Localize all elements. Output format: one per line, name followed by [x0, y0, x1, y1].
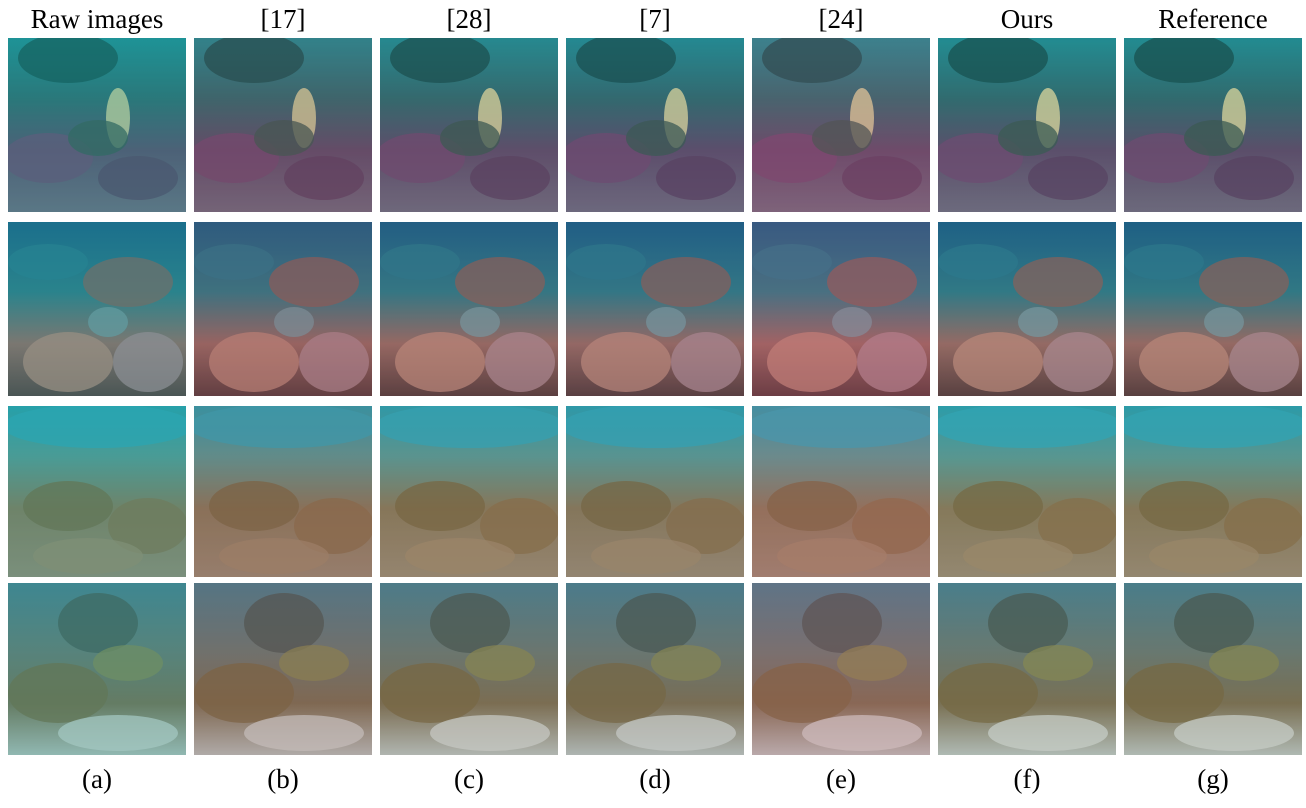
- image-cell: [938, 222, 1116, 396]
- column-header: [7]: [639, 4, 670, 34]
- image-tint: [566, 583, 744, 755]
- image-cell: [375, 404, 565, 577]
- column-header: [17]: [261, 4, 306, 34]
- image-cell: [3, 33, 186, 212]
- image-cell: [566, 583, 744, 755]
- image-cell: [566, 222, 744, 396]
- image-tint: [566, 222, 744, 396]
- image-cell: [380, 222, 558, 396]
- column-label: (f): [1014, 764, 1041, 794]
- image-tint: [8, 406, 186, 577]
- image-cell: [194, 583, 372, 755]
- column-header: [24]: [819, 4, 864, 34]
- image-tint: [194, 222, 372, 396]
- column-label: (b): [267, 764, 298, 794]
- image-cell: [3, 404, 193, 577]
- image-cell: [561, 404, 751, 577]
- image-tint: [380, 406, 558, 577]
- image-tint: [1124, 406, 1302, 577]
- image-tint: [566, 38, 744, 212]
- image-cell: [561, 33, 744, 212]
- column-label: (c): [454, 764, 484, 794]
- image-cell: [189, 404, 379, 577]
- image-cell: [8, 583, 186, 755]
- image-cell: [752, 222, 930, 396]
- image-tint: [380, 222, 558, 396]
- column-label: (d): [639, 764, 670, 794]
- column-label: (g): [1197, 764, 1228, 794]
- image-cell: [1119, 404, 1306, 577]
- image-tint: [752, 38, 930, 212]
- image-tint: [1124, 583, 1302, 755]
- image-tint: [8, 38, 186, 212]
- column-header: Raw images: [31, 4, 164, 34]
- image-cell: [747, 33, 930, 212]
- image-tint: [194, 38, 372, 212]
- image-tint: [1124, 38, 1302, 212]
- image-tint: [752, 222, 930, 396]
- image-tint: [938, 406, 1116, 577]
- image-tint: [566, 406, 744, 577]
- image-cell: [752, 583, 930, 755]
- image-tint: [938, 583, 1116, 755]
- image-cell: [933, 404, 1123, 577]
- column-label: (a): [82, 764, 112, 794]
- figure: Raw images (a) [17] (b) [28] (c) [7] (d) [24] (e)…: [0, 0, 1306, 803]
- image-cell: [1124, 222, 1302, 396]
- image-tint: [380, 583, 558, 755]
- image-cell: [194, 222, 372, 396]
- image-tint: [938, 222, 1116, 396]
- image-tint: [938, 38, 1116, 212]
- column-header: Reference: [1158, 4, 1267, 34]
- image-cell: [375, 33, 558, 212]
- image-tint: [1124, 222, 1302, 396]
- image-tint: [380, 38, 558, 212]
- column-label: (e): [826, 764, 856, 794]
- page: {"columns": [ {"header": "Raw images", "…: [0, 0, 1306, 803]
- image-cell: [1124, 583, 1302, 755]
- image-tint: [194, 583, 372, 755]
- image-cell: [8, 222, 186, 396]
- image-tint: [752, 583, 930, 755]
- image-cell: [1119, 33, 1302, 212]
- image-tint: [8, 583, 186, 755]
- image-cell: [938, 583, 1116, 755]
- image-tint: [194, 406, 372, 577]
- image-tint: [8, 222, 186, 396]
- column-header: [28]: [447, 4, 492, 34]
- image-tint: [752, 406, 930, 577]
- image-cell: [933, 33, 1116, 212]
- column-header: Ours: [1001, 4, 1054, 34]
- image-cell: [747, 404, 937, 577]
- image-cell: [380, 583, 558, 755]
- image-cell: [189, 33, 372, 212]
